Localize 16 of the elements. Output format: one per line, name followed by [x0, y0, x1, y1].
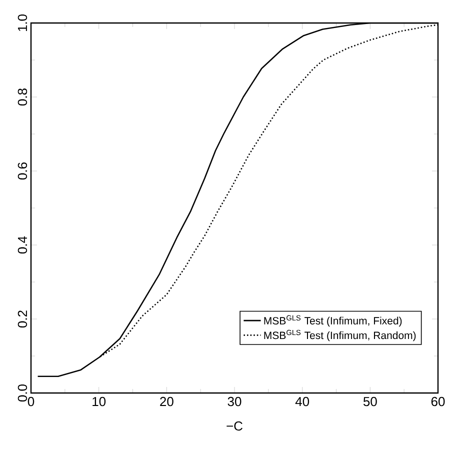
x-axis-title: −C [226, 421, 242, 431]
y-tick-label: 0.4 [18, 236, 28, 254]
x-tick-label: 20 [160, 396, 174, 406]
y-tick-label: 0.6 [18, 162, 28, 180]
x-tick-label: 50 [363, 396, 377, 406]
y-tick-label: 1.0 [18, 14, 28, 32]
legend-label: MSB$^{GLS}$ Test (Infimum, Fixed) [264, 315, 402, 327]
y-tick-label: 0.8 [18, 88, 28, 106]
x-tick-label: 0 [28, 396, 34, 406]
x-tick-label: 30 [228, 396, 242, 406]
x-tick-label: 10 [92, 396, 106, 406]
x-tick-label: 60 [431, 396, 445, 406]
legend-label: MSB$^{GLS}$ Test (Infimum, Random) [264, 330, 416, 342]
y-tick-label: 0.0 [18, 384, 28, 402]
x-tick-label: 40 [295, 396, 310, 406]
y-tick-label: 0.2 [18, 310, 28, 328]
